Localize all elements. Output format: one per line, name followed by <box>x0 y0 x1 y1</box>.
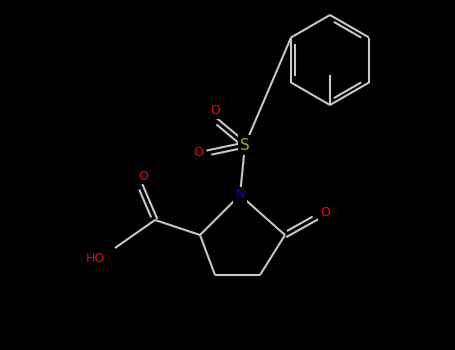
Text: O: O <box>193 147 203 160</box>
Text: S: S <box>240 138 250 153</box>
Text: O: O <box>320 205 330 218</box>
Text: O: O <box>210 105 220 118</box>
Text: HO: HO <box>86 252 105 265</box>
Text: N: N <box>235 189 245 202</box>
Text: O: O <box>138 169 148 182</box>
